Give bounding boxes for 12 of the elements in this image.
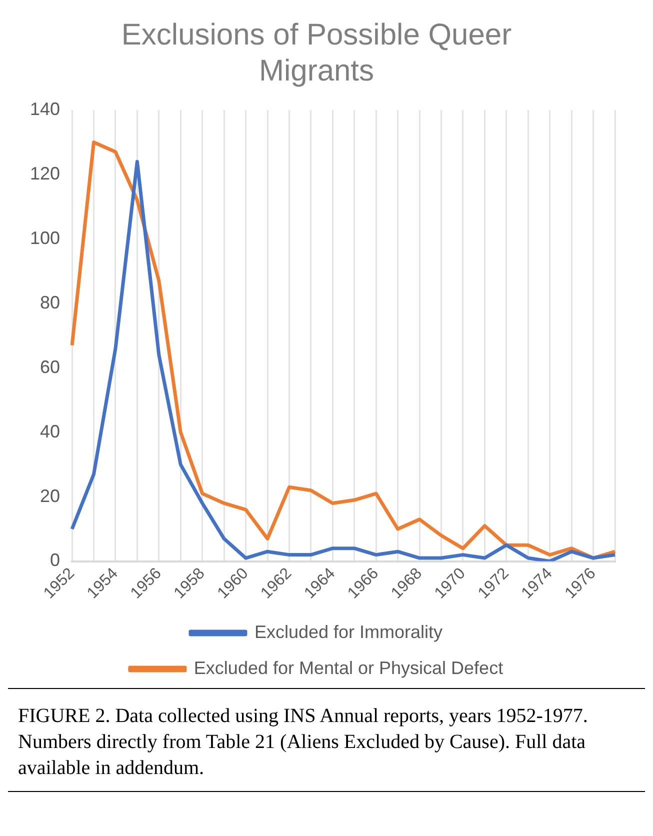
y-tick-label: 60 — [40, 356, 60, 377]
caption: FIGURE 2. Data collected using INS Annual reports, years 1952-1977. Numbers directly from Table 21 (Aliens Excluded by Cause). Full data available in addendum. — [8, 688, 645, 792]
y-tick-label: 120 — [30, 163, 60, 184]
y-tick-label: 40 — [40, 421, 60, 442]
y-tick-label: 20 — [40, 486, 60, 506]
y-tick-label: 0 — [50, 550, 60, 570]
y-tick-label: 140 — [30, 98, 60, 119]
chart-title: Exclusions of Possible Queer Migrants — [121, 18, 512, 88]
legend-label: Excluded for Immorality — [254, 622, 443, 642]
y-tick-label: 100 — [30, 228, 60, 248]
y-tick-label: 80 — [40, 292, 60, 312]
legend-label: Excluded for Mental or Physical Defect — [194, 658, 504, 678]
